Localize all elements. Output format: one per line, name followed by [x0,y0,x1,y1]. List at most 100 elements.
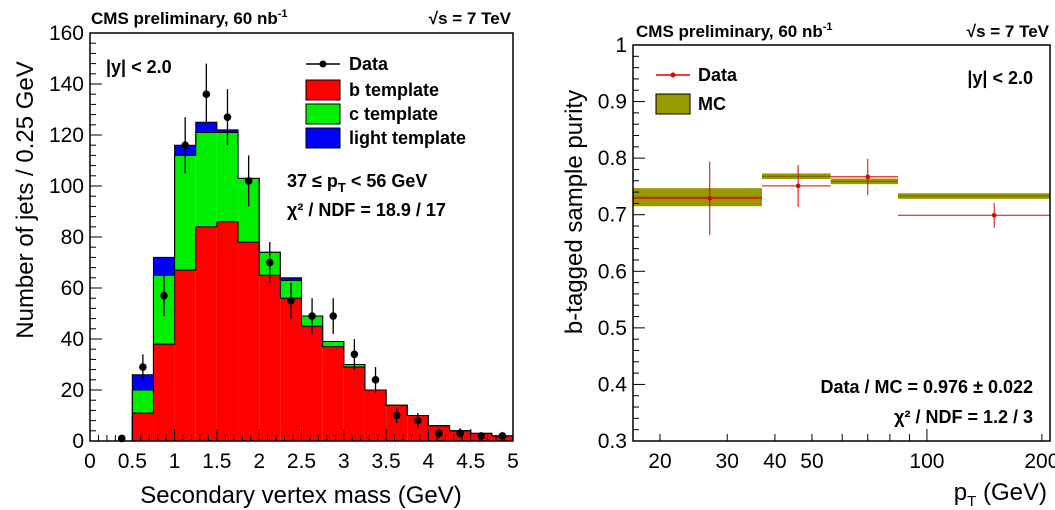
header-right-right: √s = 7 TeV [967,22,1050,41]
x-tick-label-2: 2 [253,450,265,473]
bar-light-template-1 [153,257,175,276]
rapidity-label-right: |y| < 2.0 [967,68,1033,88]
legend-label-light: light template [349,128,466,148]
chi2-label: χ² / NDF = 18.9 / 17 [287,200,446,220]
y-tick-label-right-0.5: 0.5 [598,317,627,340]
legend-right: Data MC [655,65,738,115]
bar-light-template-0 [132,374,154,390]
data-point-9 [308,312,316,320]
y-axis-label: Number of jets / 0.25 GeV [12,61,39,338]
x-tick-label-right-50: 50 [800,450,823,473]
x-tick-label-1: 1 [169,450,181,473]
data-point-4 [202,90,211,98]
legend-swatch-c [305,103,341,125]
data-point-16 [456,429,464,438]
bar-light-template-3 [195,122,217,133]
bar-b-template-4 [216,221,239,441]
x-tick-label-3: 3 [338,450,350,473]
legend-item-mc: MC [655,93,726,115]
legend-label-data: Data [349,54,389,74]
data-point-17 [477,432,486,440]
bar-b-template-9 [322,346,344,441]
rapidity-label: |y| < 2.0 [106,57,172,77]
mc-bands [633,173,1050,207]
x-tick-label-4.5: 4.5 [456,450,485,473]
pt-range-label: 37 ≤ pT < 56 GeV [287,171,427,195]
y-tick-label-right-1: 1 [615,34,627,57]
legend-label-data-right: Data [698,65,738,85]
bar-c-template-5 [238,178,260,243]
y-tick-label-60: 60 [61,277,84,300]
legend-swatch-mc [655,93,691,115]
legend-data-marker [319,60,327,68]
y-tick-label-right-0.8: 0.8 [598,147,627,170]
y-tick-label-right-0.7: 0.7 [598,204,627,227]
bar-b-template-3 [195,226,217,441]
x-tick-label-1.5: 1.5 [202,450,231,473]
purity-point-3 [991,212,997,218]
purity-point-1 [795,183,801,189]
data-point-15 [435,429,443,438]
legend-item-data: Data [306,54,389,74]
x-tick-label-right-100: 100 [909,450,944,473]
legend-label-c: c template [349,104,438,124]
y-tick-label-20: 20 [61,379,84,402]
x-axis-label: Secondary vertex mass (GeV) [140,482,461,509]
x-tick-label-right-20: 20 [648,450,671,473]
bar-b-template-6 [259,275,281,441]
y-tick-label-right-0.4: 0.4 [598,373,628,396]
data-point-11 [350,350,359,359]
y-tick-label-40: 40 [61,328,84,351]
bar-b-template-5 [238,242,260,441]
y-tick-label-100: 100 [49,175,84,198]
y-tick-label-right-0.3: 0.3 [598,430,627,453]
x-tick-label-5: 5 [507,450,519,473]
chi2-label-right: χ² / NDF = 1.2 / 3 [894,407,1033,427]
bar-c-template-2 [174,155,196,271]
y-tick-label-0: 0 [72,430,84,453]
x-tick-label-4: 4 [423,450,435,473]
bar-b-template-11 [364,390,387,441]
data-point-13 [392,411,401,420]
data-point-14 [414,416,422,425]
data-point-7 [265,258,274,267]
bar-b-template-1 [153,344,175,441]
data-point-5 [223,113,232,121]
legend-swatch-b [305,79,341,101]
x-axis-label-right: pT (GeV) [954,479,1047,510]
legend-label-mc: MC [698,94,726,114]
header-left: CMS preliminary, 60 nb-1 [91,8,288,28]
y-tick-label-right-0.6: 0.6 [598,260,627,283]
header-left-right: CMS preliminary, 60 nb-1 [636,21,833,41]
right-chart: 20 30 40 50 100 200 0.3 0.4 0.5 0.6 0.7 0.8 0.9 1 CMS… [561,21,1055,510]
data-point-12 [371,376,380,384]
bar-b-template-7 [280,298,302,441]
y-tick-label-right-0.9: 0.9 [598,91,627,114]
y-axis-label-right: b-tagged sample purity [561,90,588,334]
legend-item-data-right: Data [656,65,738,85]
data-point-8 [287,296,295,305]
bar-light-template-7 [280,277,302,281]
bar-c-template-0 [132,390,154,413]
y-tick-label-80: 80 [61,226,84,249]
bar-c-template-3 [195,132,217,227]
bar-b-template-0 [132,412,154,441]
purity-point-2 [865,174,871,180]
legend-item-b: b template [305,79,439,101]
data-point-10 [329,312,338,320]
data-point-1 [139,363,147,371]
x-tick-label-right-200: 200 [1024,450,1055,473]
x-tick-label-0: 0 [84,450,96,473]
purity-data-points [633,158,1050,236]
y-tick-label-120: 120 [49,124,84,147]
legend-label-b: b template [349,80,439,100]
bar-c-template-4 [216,132,239,222]
legend-item-light: light template [305,127,466,149]
bar-c-template-9 [322,341,344,347]
ratio-label: Data / MC = 0.976 ± 0.022 [821,377,1034,397]
data-point-18 [498,432,507,440]
bar-b-template-2 [174,270,196,441]
bar-b-template-10 [343,367,365,441]
